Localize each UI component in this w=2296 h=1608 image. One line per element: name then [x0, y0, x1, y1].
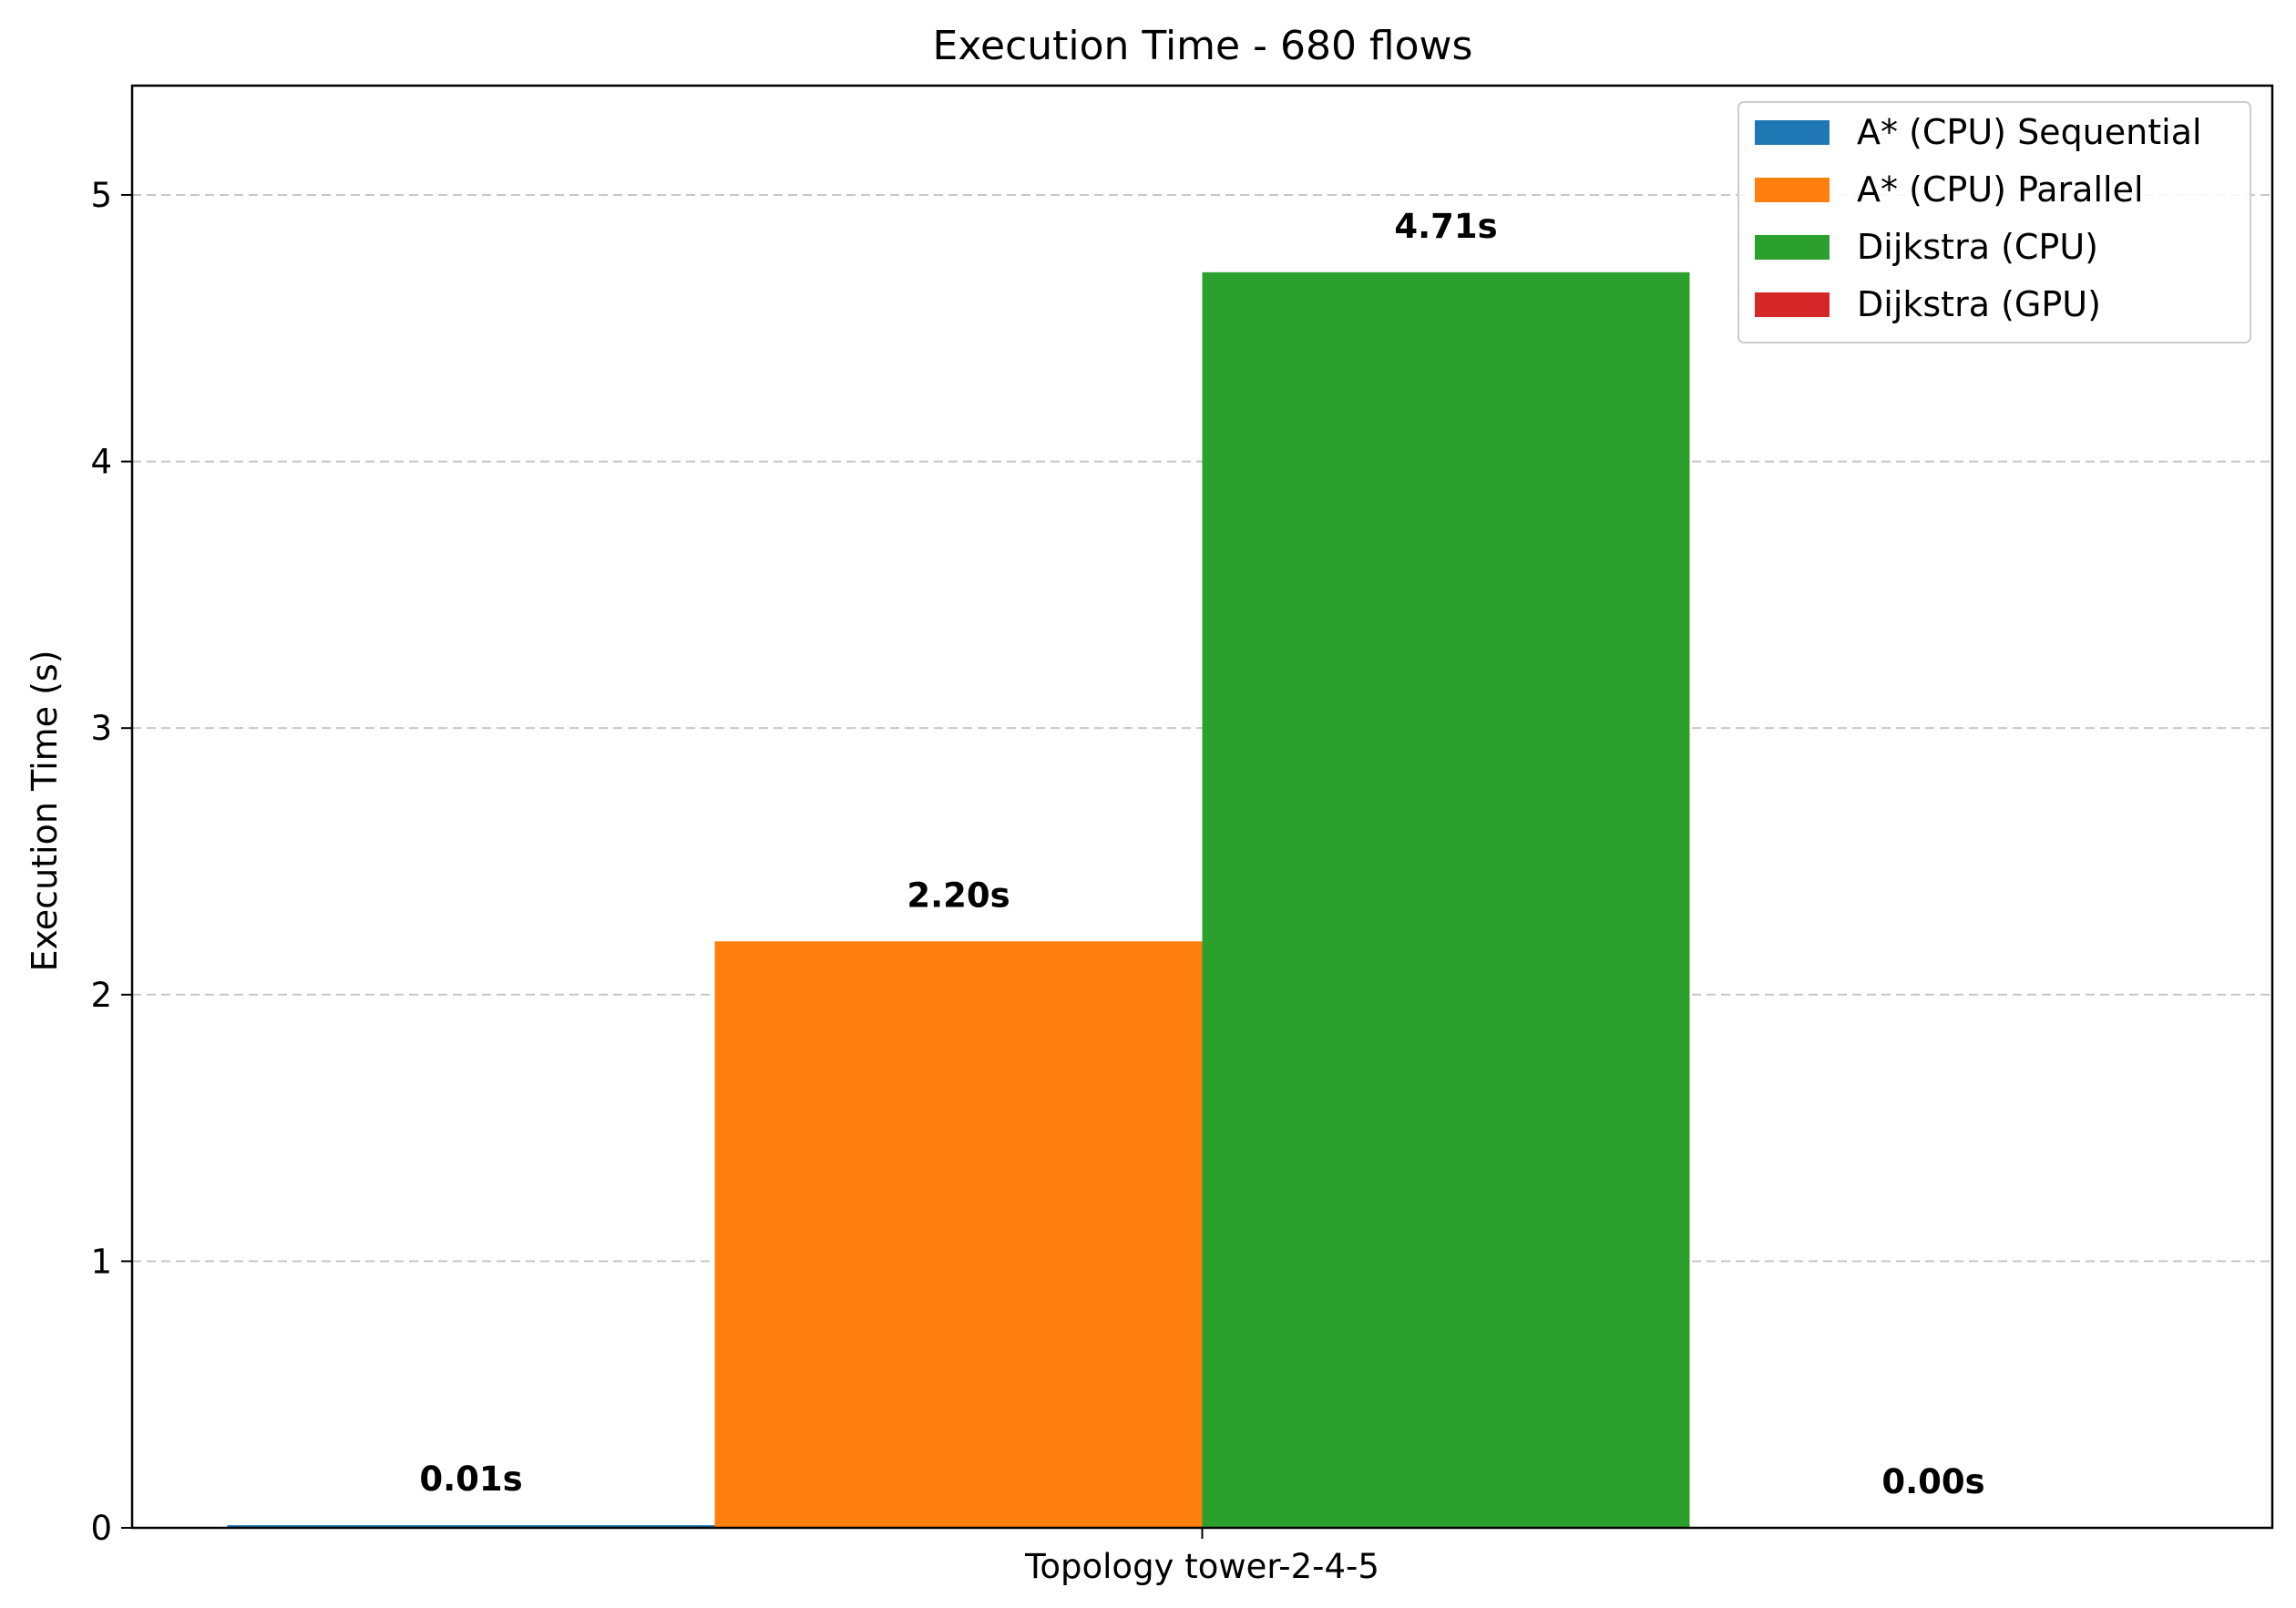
chart-title: Execution Time - 680 flows [933, 23, 1473, 69]
y-tick-label: 1 [90, 1242, 112, 1281]
y-tick-label: 5 [90, 176, 112, 215]
y-axis-label: Execution Time (s) [25, 650, 65, 971]
legend-swatch [1755, 120, 1830, 145]
legend-entry-label: Dijkstra (GPU) [1857, 284, 2101, 324]
bar [1202, 271, 1690, 1528]
bar [227, 1525, 715, 1528]
legend: A* (CPU) Sequential A* (CPU) Parallel Dijk… [1737, 101, 2251, 343]
bar [714, 941, 1203, 1528]
bar-value-label: 0.01s [419, 1459, 522, 1499]
bar-value-label: 4.71s [1394, 207, 1497, 246]
legend-swatch [1755, 235, 1830, 260]
y-tick-label: 3 [90, 709, 112, 748]
x-tick-label: Topology tower-2-4-5 [1024, 1547, 1379, 1586]
legend-swatch [1755, 178, 1830, 202]
bar-value-label: 2.20s [907, 876, 1010, 915]
legend-entry-label: A* (CPU) Parallel [1857, 169, 2144, 210]
bar-value-label: 0.00s [1881, 1462, 1984, 1501]
legend-box [1737, 101, 2251, 343]
y-tick-label: 2 [90, 976, 112, 1015]
bars [227, 271, 1690, 1528]
legend-entry-label: Dijkstra (CPU) [1857, 227, 2098, 267]
y-tick-label: 0 [90, 1509, 112, 1548]
legend-swatch [1755, 292, 1830, 317]
data-labels: 0.01s 2.20s 4.71s 0.00s [419, 207, 1984, 1501]
legend-entry-label: A* (CPU) Sequential [1857, 112, 2202, 152]
y-tick-label: 4 [90, 443, 112, 482]
axis-ticks: 0 1 2 3 4 5 Topology tower-2-4-5 [90, 176, 1379, 1586]
